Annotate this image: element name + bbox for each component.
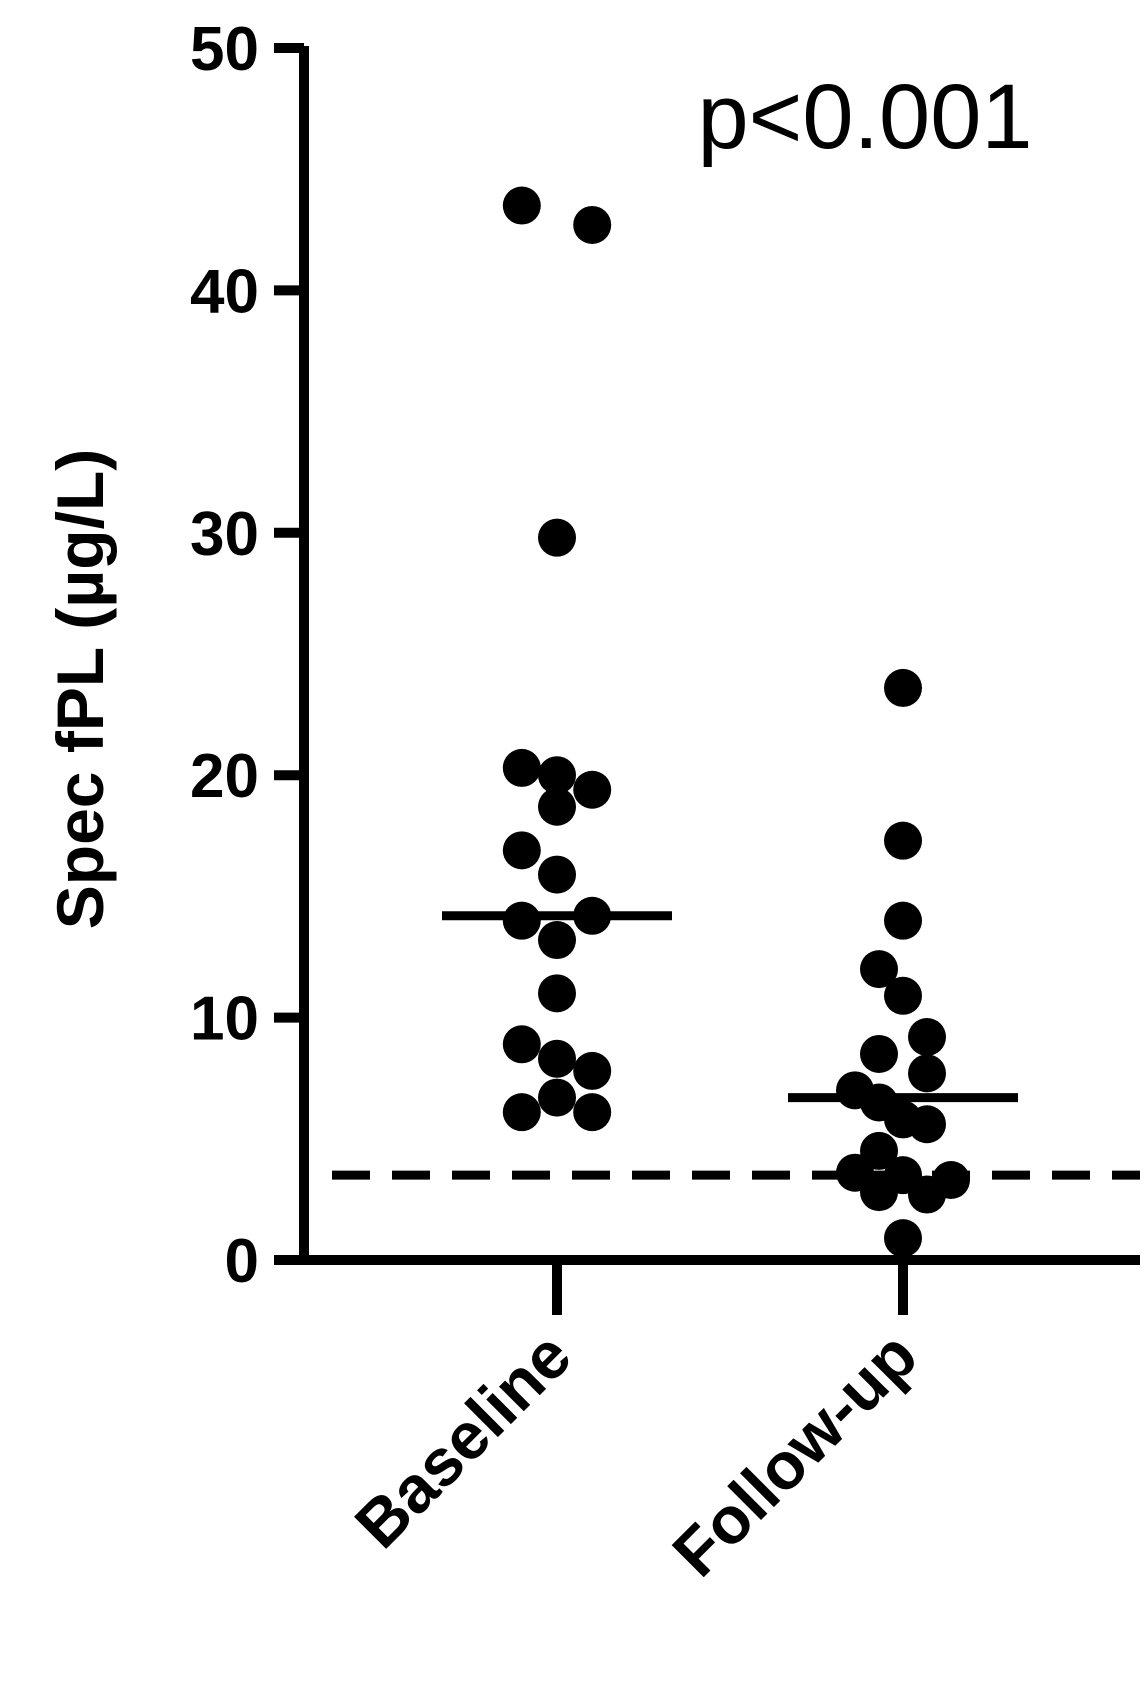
labels: 0 10 20 30 40 50 Baseline Follow-up Spec fPL (µg…	[43, 15, 1033, 1590]
data-point-baseline-4	[538, 756, 576, 795]
y-tick-label-50: 50	[190, 15, 259, 84]
data-point-follow-up-0	[884, 668, 922, 707]
data-point-baseline-10	[573, 896, 612, 935]
data-point-follow-up-13	[860, 1131, 898, 1170]
data-point-baseline-17	[538, 1078, 576, 1117]
data-point-follow-up-18	[884, 1219, 922, 1258]
data-point-follow-up-3	[860, 950, 898, 989]
x-category-label-baseline: Baseline	[341, 1318, 585, 1562]
data-point-baseline-0	[502, 186, 541, 225]
x-category-label-follow-up: Follow-up	[658, 1318, 931, 1591]
y-tick-label-10: 10	[190, 985, 259, 1054]
data-point-baseline-18	[573, 1093, 612, 1132]
y-tick-label-0: 0	[225, 1227, 259, 1296]
data-point-baseline-7	[502, 831, 541, 870]
data-point-baseline-1	[573, 205, 612, 244]
data-point-baseline-2	[538, 518, 576, 557]
y-axis-title: Spec fPL (µg/L)	[43, 449, 117, 930]
y-tick-label-20: 20	[190, 742, 259, 811]
data-point-baseline-12	[538, 974, 576, 1013]
data-point-baseline-15	[573, 1051, 612, 1090]
data-point-follow-up-16	[860, 1173, 898, 1212]
data-point-baseline-3	[502, 748, 541, 787]
y-tick-label-30: 30	[190, 500, 259, 569]
data-point-follow-up-6	[860, 1034, 898, 1073]
data-points	[502, 186, 970, 1258]
data-point-follow-up-5	[908, 1017, 946, 1056]
data-point-baseline-13	[502, 1025, 541, 1064]
data-point-baseline-9	[502, 901, 541, 940]
data-point-baseline-11	[538, 921, 576, 960]
data-point-baseline-8	[538, 855, 576, 894]
median-lines	[442, 911, 1018, 1103]
data-point-follow-up-2	[884, 901, 922, 940]
data-point-follow-up-11	[908, 1105, 946, 1144]
data-point-follow-up-4	[884, 976, 922, 1015]
data-point-follow-up-17	[908, 1175, 946, 1214]
y-tick-label-40: 40	[190, 257, 259, 326]
data-point-baseline-6	[573, 770, 612, 809]
data-point-follow-up-1	[884, 821, 922, 860]
p-value-annotation: p<0.001	[697, 66, 1032, 168]
data-point-baseline-16	[502, 1093, 541, 1132]
data-point-follow-up-7	[908, 1054, 946, 1093]
axes	[274, 43, 1140, 1315]
data-point-baseline-5	[538, 787, 576, 826]
data-point-baseline-14	[538, 1039, 576, 1078]
